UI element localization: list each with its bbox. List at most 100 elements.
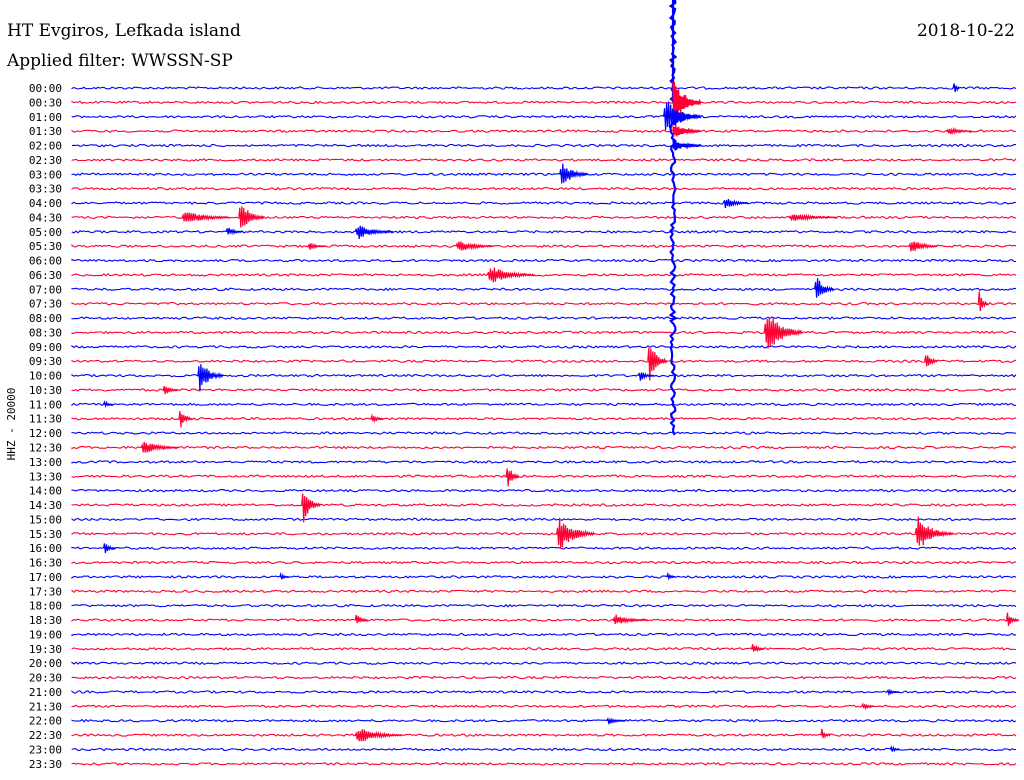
station-title: HT Evgiros, Lefkada island xyxy=(7,21,241,41)
trace-line xyxy=(71,718,1017,723)
trace-line xyxy=(71,503,1017,507)
trace-line xyxy=(71,258,1017,263)
row-label: 10:30 xyxy=(29,384,62,397)
row-label: 17:30 xyxy=(29,585,62,598)
row-label: 05:00 xyxy=(29,226,62,239)
seismic-event xyxy=(354,225,394,240)
trace-line xyxy=(71,488,1017,493)
row-label: 00:00 xyxy=(29,82,62,95)
trace-line xyxy=(71,618,1017,622)
trace-line xyxy=(71,560,1017,565)
row-label: 20:00 xyxy=(29,657,62,670)
row-label: 07:00 xyxy=(29,283,62,296)
seismic-event xyxy=(612,614,649,624)
seismic-event xyxy=(1006,612,1020,627)
seismic-event xyxy=(559,163,589,184)
trace-line xyxy=(71,632,1017,637)
row-label: 21:00 xyxy=(29,686,62,699)
row-label: 07:30 xyxy=(29,298,62,311)
trace-line xyxy=(71,531,1017,536)
row-label: 16:30 xyxy=(29,557,62,570)
row-label: 05:30 xyxy=(29,240,62,253)
trace-line xyxy=(71,201,1017,205)
row-label: 22:30 xyxy=(29,729,62,742)
trace-line xyxy=(71,86,1017,90)
row-label: 04:30 xyxy=(29,211,62,224)
row-label: 08:00 xyxy=(29,312,62,325)
seismic-event xyxy=(354,729,403,742)
seismic-event xyxy=(637,372,655,381)
row-label: 23:00 xyxy=(29,743,62,756)
trace-line xyxy=(71,158,1017,162)
seismic-event xyxy=(301,493,322,523)
seismic-event xyxy=(889,745,900,753)
row-label: 10:00 xyxy=(29,370,62,383)
trace-line xyxy=(71,129,1017,133)
row-label: 04:00 xyxy=(29,197,62,210)
row-label: 16:00 xyxy=(29,542,62,555)
trace-line xyxy=(71,316,1017,320)
trace-line xyxy=(71,114,1017,119)
seismic-event xyxy=(914,516,954,546)
trace-line xyxy=(71,359,1017,364)
trace-line xyxy=(71,431,1017,435)
seismic-event xyxy=(751,644,765,653)
earthquake-coda xyxy=(672,139,702,151)
trace-line xyxy=(71,474,1017,479)
row-label: 21:30 xyxy=(29,700,62,713)
row-label: 19:00 xyxy=(29,628,62,641)
trace-line xyxy=(71,416,1017,421)
seismic-event xyxy=(197,364,224,392)
earthquake-coda xyxy=(672,124,702,137)
trace-line xyxy=(71,172,1017,177)
trace-line xyxy=(71,575,1017,579)
row-label: 01:30 xyxy=(29,125,62,138)
trace-line xyxy=(71,373,1017,378)
seismic-event xyxy=(307,242,328,250)
seismic-event xyxy=(102,543,117,554)
seismic-event xyxy=(354,614,369,624)
trace-line xyxy=(71,661,1017,666)
row-label: 03:30 xyxy=(29,183,62,196)
trace-line xyxy=(71,330,1017,335)
row-label: 14:30 xyxy=(29,499,62,512)
trace-line xyxy=(71,517,1017,522)
seismic-event xyxy=(924,355,938,367)
seismic-event xyxy=(606,716,627,725)
trace-line xyxy=(71,546,1017,550)
filter-label: Applied filter: WWSSN-SP xyxy=(6,51,233,71)
trace-line xyxy=(71,301,1017,306)
row-label: 13:00 xyxy=(29,456,62,469)
row-label: 09:30 xyxy=(29,355,62,368)
earthquake-coda xyxy=(672,81,702,123)
row-label: 22:00 xyxy=(29,715,62,728)
row-label: 19:30 xyxy=(29,643,62,656)
seismic-event xyxy=(820,728,831,739)
seismic-event xyxy=(162,385,180,395)
row-label: 12:30 xyxy=(29,442,62,455)
seismic-event xyxy=(788,213,837,222)
row-label: 03:00 xyxy=(29,168,62,181)
seismic-event xyxy=(814,278,835,298)
trace-line xyxy=(71,589,1017,594)
record-date: 2018-10-22 xyxy=(917,21,1015,41)
earthquake-coda xyxy=(672,109,702,126)
row-label: 18:00 xyxy=(29,600,62,613)
seismic-events xyxy=(102,83,1020,753)
row-label: 02:00 xyxy=(29,140,62,153)
row-label: 23:30 xyxy=(29,758,62,771)
row-label: 02:30 xyxy=(29,154,62,167)
trace-line xyxy=(71,460,1017,464)
seismic-event xyxy=(977,291,989,312)
row-label: 15:00 xyxy=(29,513,62,526)
row-label: 15:30 xyxy=(29,528,62,541)
row-label: 13:30 xyxy=(29,470,62,483)
seismic-event xyxy=(886,688,900,697)
row-label: 14:00 xyxy=(29,485,62,498)
seismic-event xyxy=(238,206,265,228)
seismic-event xyxy=(861,702,875,711)
trace-line xyxy=(71,747,1017,752)
seismic-event xyxy=(486,267,536,283)
